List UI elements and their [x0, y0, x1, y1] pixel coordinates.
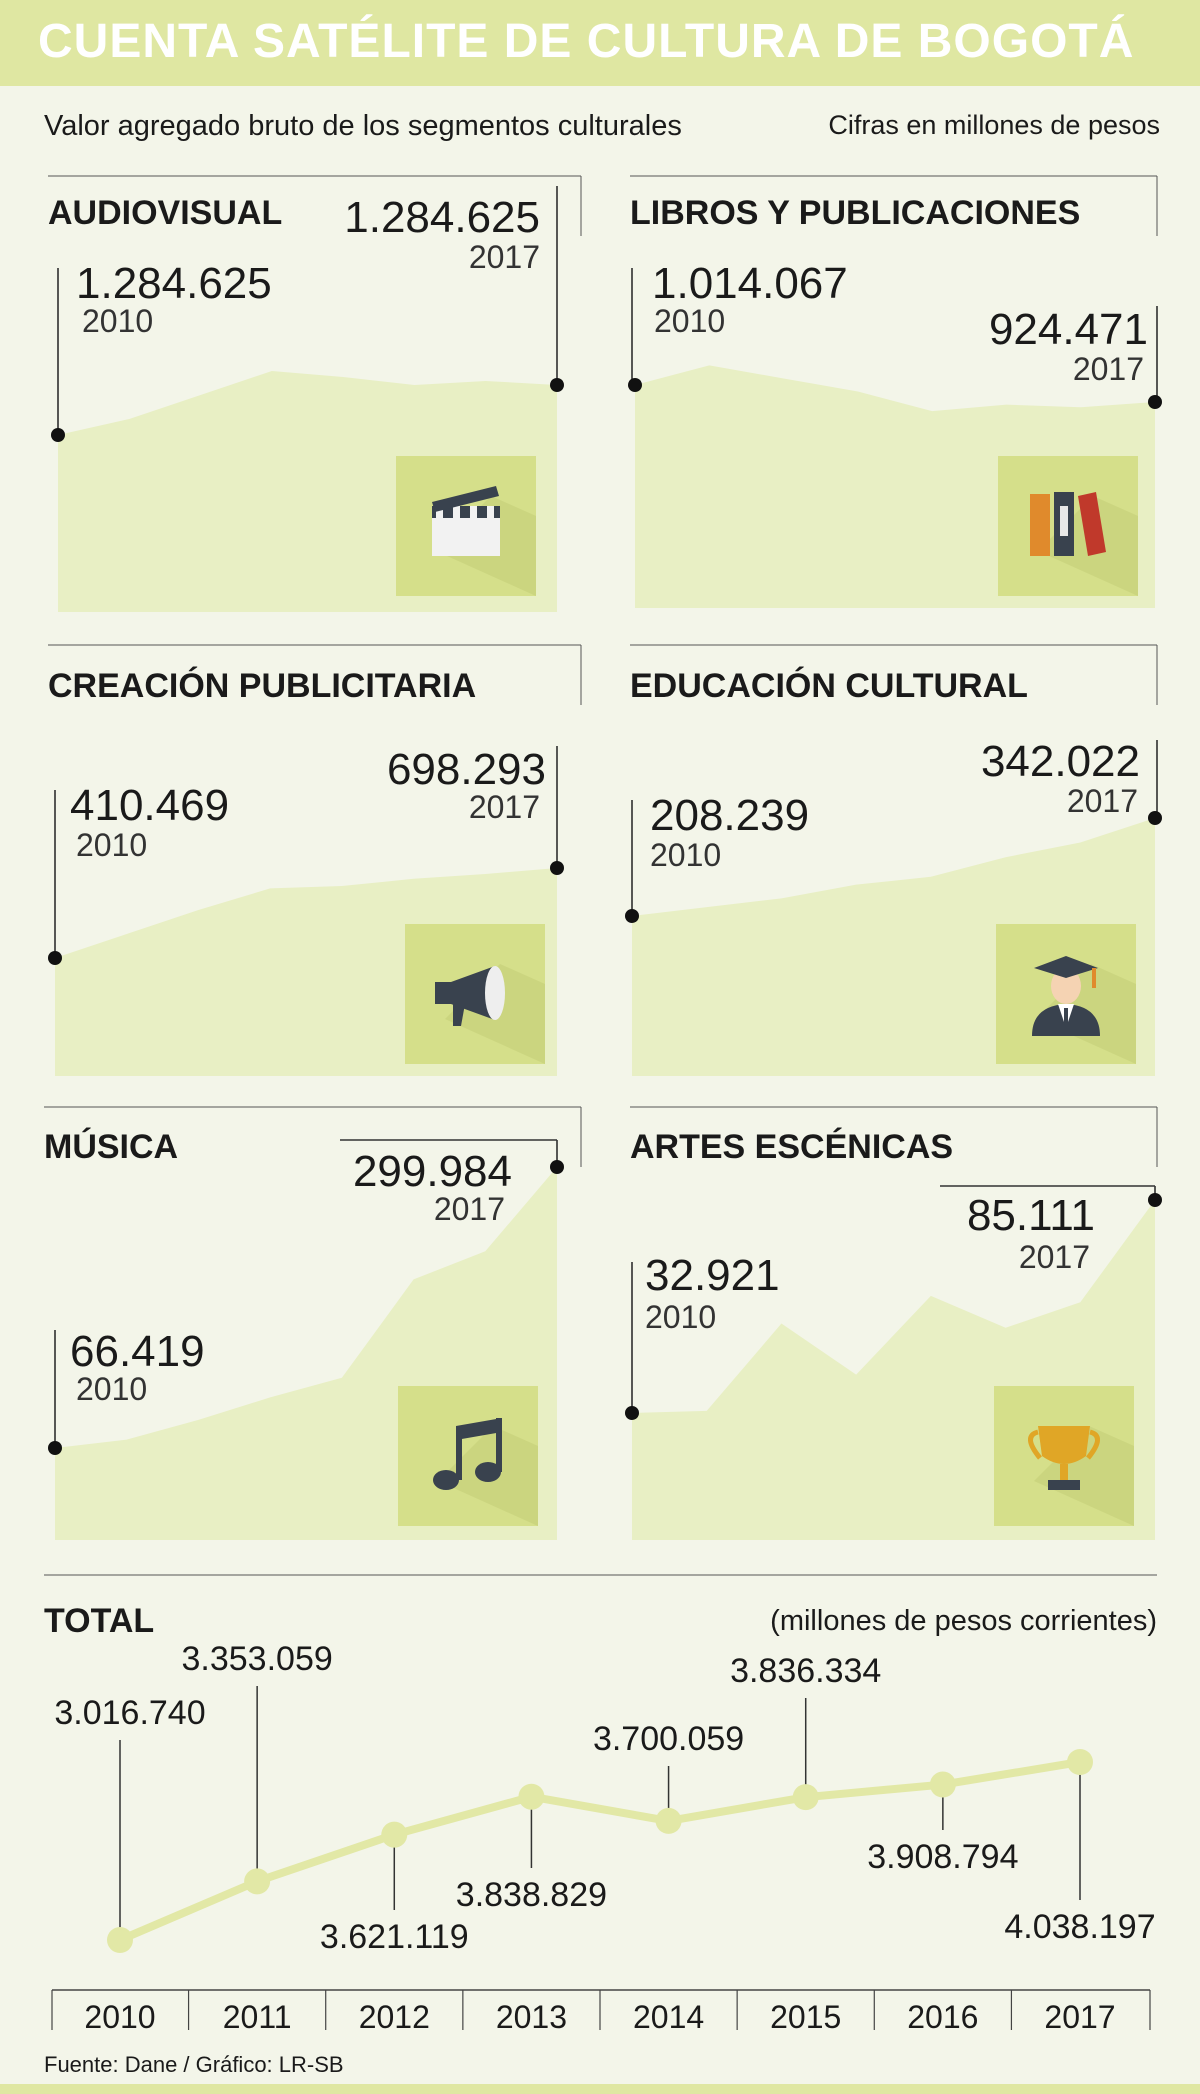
panel-title: ARTES ESCÉNICAS	[630, 1128, 953, 1166]
start-value-label: 66.419	[70, 1327, 205, 1376]
header-bar: CUENTA SATÉLITE DE CULTURA DE BOGOTÁ	[0, 0, 1200, 86]
total-value-label: 3.838.829	[456, 1876, 607, 1914]
start-point	[48, 1441, 62, 1455]
total-title: TOTAL	[44, 1602, 154, 1640]
page-title: CUENTA SATÉLITE DE CULTURA DE BOGOTÁ	[38, 15, 1135, 68]
total-point	[655, 1807, 682, 1834]
clapperboard-icon	[432, 486, 500, 556]
start-point	[628, 378, 642, 392]
start-year-label: 2010	[82, 303, 153, 339]
panel-title: CREACIÓN PUBLICITARIA	[48, 667, 476, 705]
music-note-icon	[433, 1418, 502, 1490]
total-chart: TOTAL (millones de pesos corrientes) 3.016…	[44, 1574, 1157, 2035]
start-year-label: 2010	[650, 837, 721, 873]
start-year-label: 2010	[654, 303, 725, 339]
end-year-label: 2017	[1019, 1239, 1090, 1275]
start-point	[625, 909, 639, 923]
end-value-label: 1.284.625	[344, 193, 540, 242]
start-value-label: 32.921	[645, 1251, 780, 1300]
x-tick-label: 2016	[907, 1999, 978, 2035]
end-value-label: 85.111	[967, 1191, 1095, 1240]
start-value-label: 410.469	[70, 781, 229, 830]
total-value-label: 3.016.740	[54, 1694, 205, 1732]
end-value-label: 299.984	[353, 1147, 512, 1196]
end-year-label: 2017	[469, 239, 540, 275]
start-value-label: 1.014.067	[652, 259, 848, 308]
end-point	[550, 861, 564, 875]
icon-shadow	[1034, 1426, 1134, 1526]
total-point	[792, 1784, 819, 1811]
start-point	[51, 428, 65, 442]
start-year-label: 2010	[76, 1371, 147, 1407]
end-point	[550, 378, 564, 392]
total-value-label: 3.621.119	[320, 1918, 469, 1956]
start-value-label: 208.239	[650, 791, 809, 840]
end-point	[1148, 811, 1162, 825]
x-tick-label: 2010	[84, 1999, 155, 2035]
start-value-label: 1.284.625	[76, 259, 272, 308]
total-value-label: 3.353.059	[182, 1640, 333, 1678]
end-year-label: 2017	[434, 1191, 505, 1227]
books-icon	[1030, 492, 1106, 556]
end-point	[1148, 1193, 1162, 1207]
x-tick-label: 2014	[633, 1999, 704, 2035]
end-value-label: 924.471	[989, 305, 1148, 354]
total-line	[118, 1758, 1081, 1944]
start-point	[625, 1406, 639, 1420]
start-point	[48, 951, 62, 965]
total-point	[929, 1771, 956, 1798]
megaphone-icon	[435, 966, 505, 1026]
graduate-icon	[1032, 956, 1100, 1036]
total-point	[1067, 1749, 1093, 1775]
total-point	[518, 1783, 545, 1810]
total-value-label: 3.836.334	[730, 1652, 881, 1690]
panel-title: MÚSICA	[44, 1128, 178, 1166]
end-value-label: 698.293	[387, 745, 546, 794]
x-tick-label: 2013	[496, 1999, 567, 2035]
panel-title: LIBROS Y PUBLICACIONES	[630, 194, 1080, 232]
x-tick-label: 2015	[770, 1999, 841, 2035]
x-tick-label: 2017	[1044, 1999, 1115, 2035]
x-tick-label: 2011	[223, 1999, 292, 2035]
start-year-label: 2010	[645, 1299, 716, 1335]
start-year-label: 2010	[76, 827, 147, 863]
end-point	[1148, 395, 1162, 409]
end-year-label: 2017	[1067, 783, 1138, 819]
footer-bar	[0, 2084, 1200, 2094]
end-point	[550, 1160, 564, 1174]
total-point	[244, 1868, 271, 1895]
panel-title: EDUCACIÓN CULTURAL	[630, 667, 1028, 705]
total-unit-label: (millones de pesos corrientes)	[770, 1605, 1157, 1637]
total-point	[107, 1927, 133, 1953]
panel-title: AUDIOVISUAL	[48, 194, 282, 232]
subtitle: Valor agregado bruto de los segmentos cu…	[44, 110, 682, 142]
total-point	[381, 1821, 408, 1848]
units-note: Cifras en millones de pesos	[828, 110, 1160, 140]
x-tick-label: 2012	[359, 1999, 430, 2035]
end-year-label: 2017	[469, 789, 540, 825]
total-value-label: 4.038.197	[1004, 1908, 1155, 1946]
total-value-label: 3.700.059	[593, 1720, 744, 1758]
total-value-label: 3.908.794	[867, 1838, 1018, 1876]
source-note: Fuente: Dane / Gráfico: LR-SB	[44, 2052, 344, 2077]
end-value-label: 342.022	[981, 737, 1140, 786]
trophy-icon	[1028, 1426, 1100, 1490]
end-year-label: 2017	[1073, 351, 1144, 387]
